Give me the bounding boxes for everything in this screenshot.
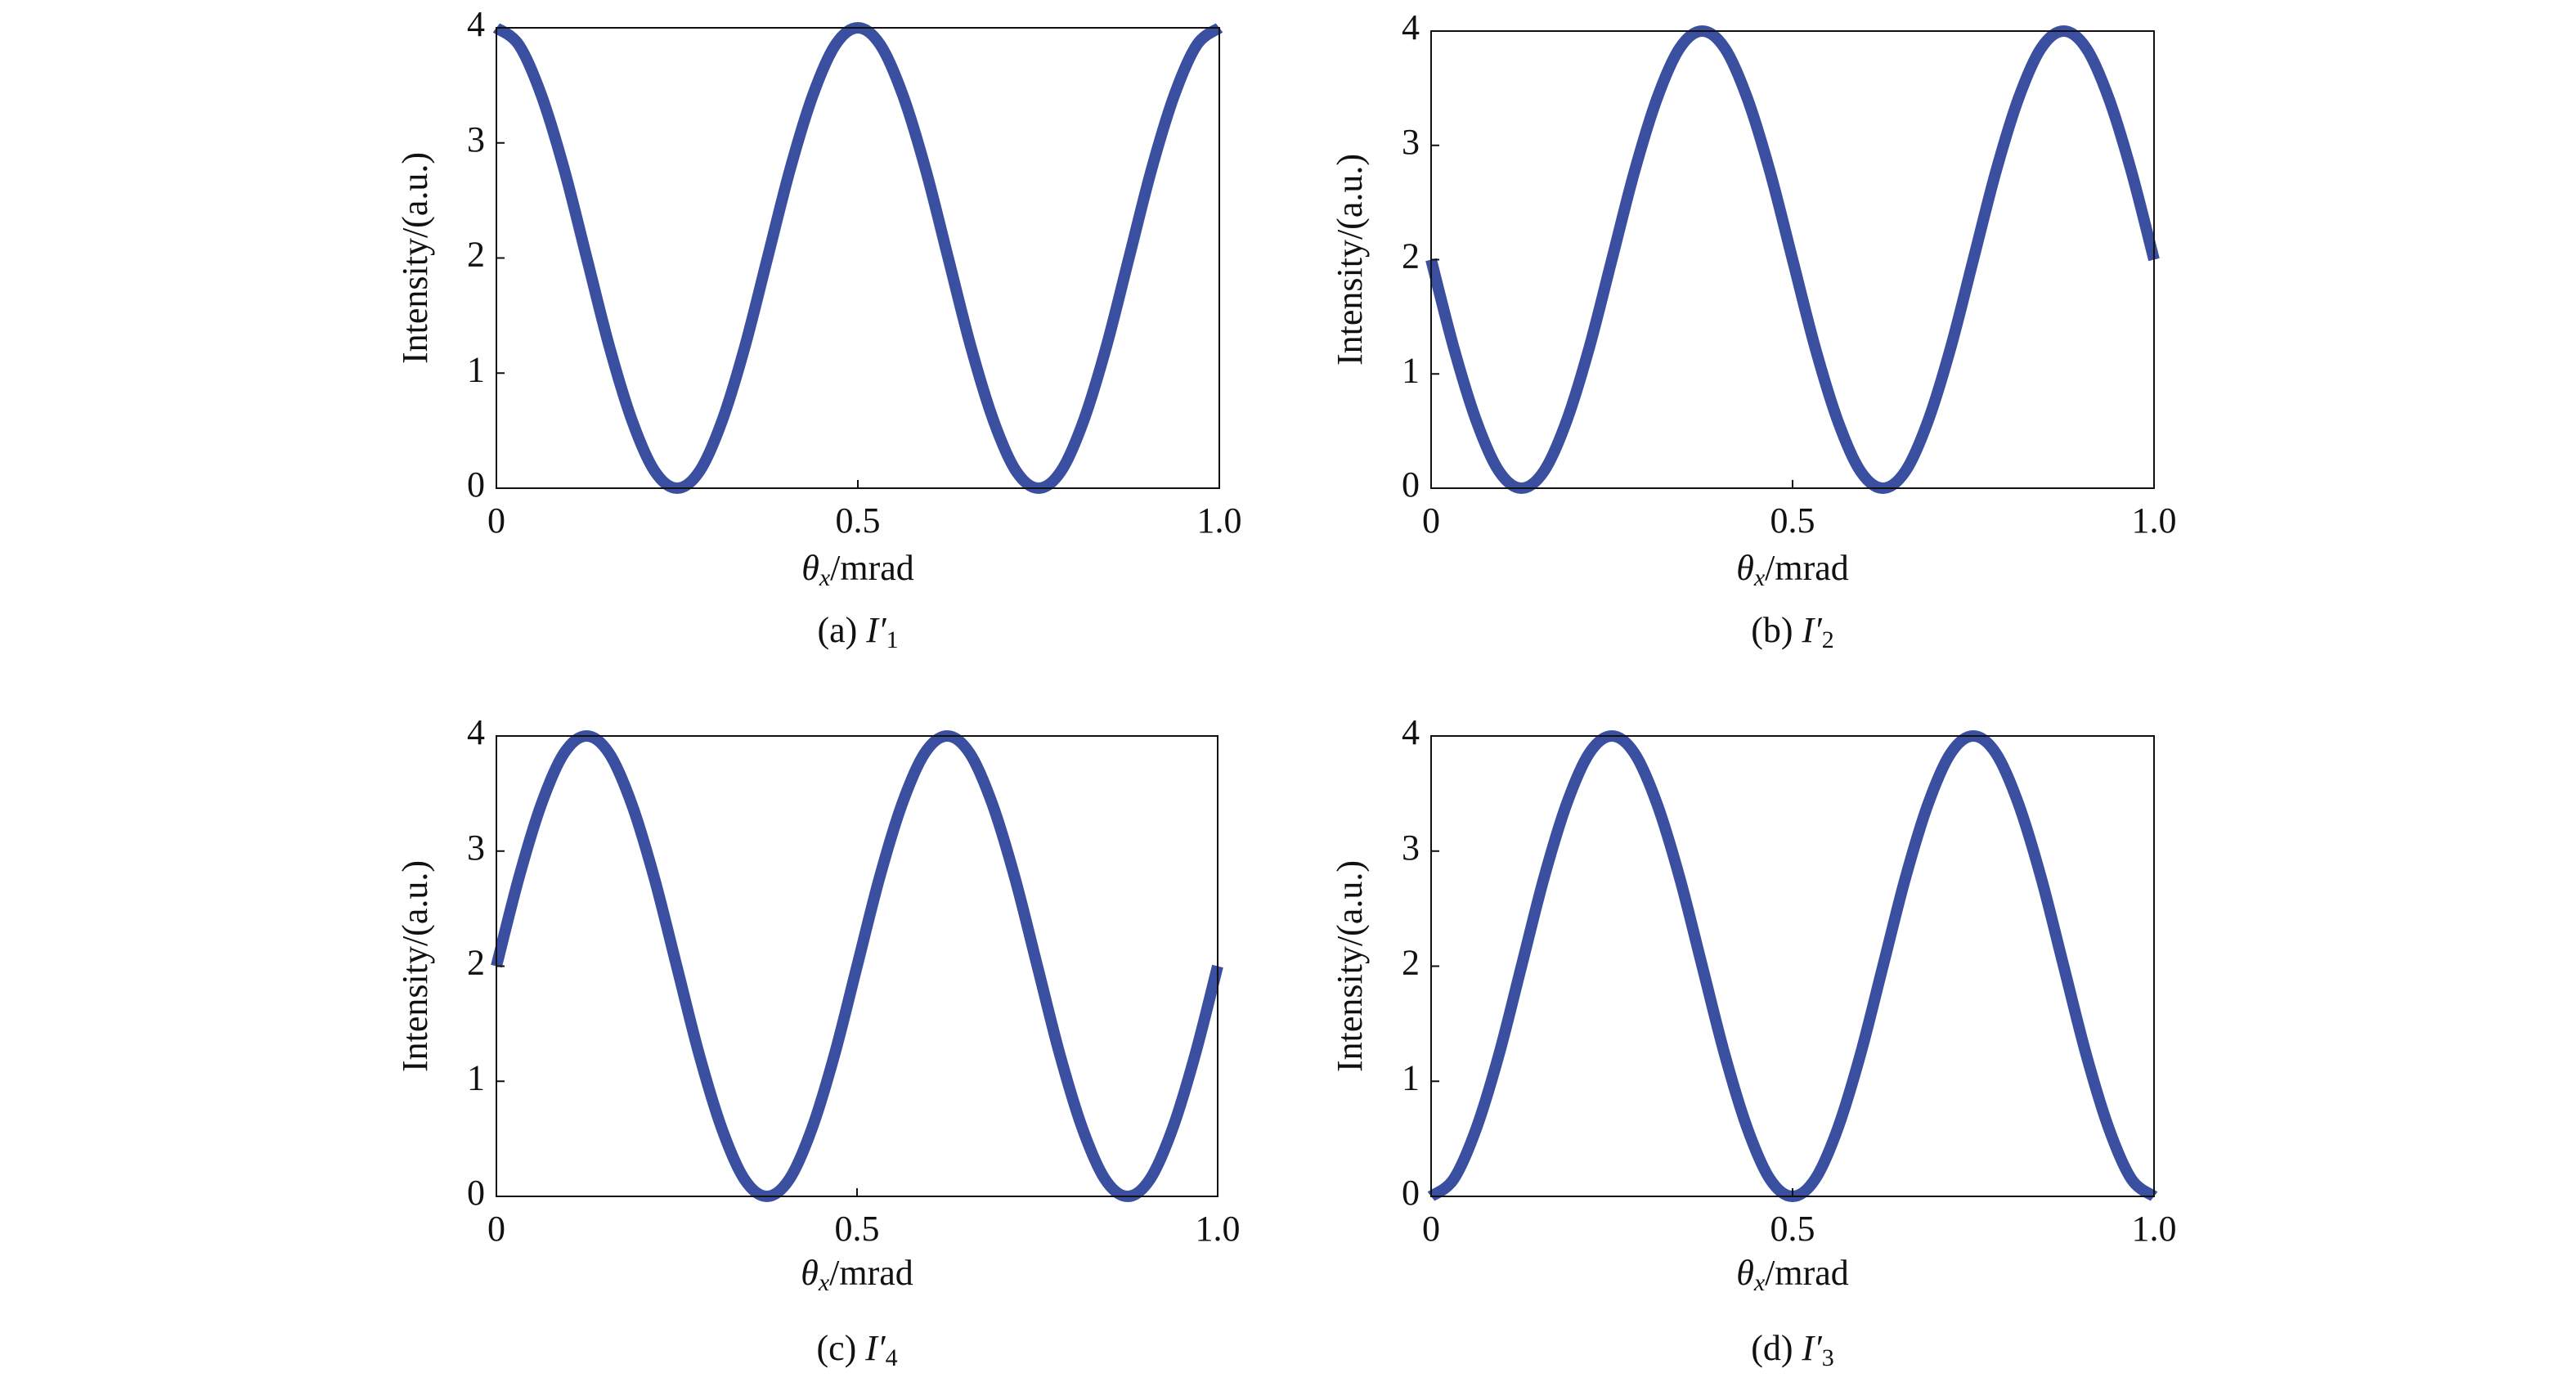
y-tick-label: 3: [1402, 122, 1420, 162]
x-tick-label: 0.5: [1770, 500, 1815, 541]
x-label-symbol: θ: [1736, 548, 1754, 588]
caption-subscript: 2: [1822, 626, 1834, 653]
caption-symbol: I′: [864, 1328, 886, 1368]
x-label-subscript: x: [1753, 1269, 1766, 1296]
y-tick-label: 3: [467, 119, 485, 159]
x-tick-label: 0: [1422, 500, 1440, 541]
panel: 0 1 2 3 4 0 0.5 1.0 Intensity/(a.u.) θx/mrad (a) I…: [395, 4, 1241, 653]
x-tick-label: 0.5: [835, 1209, 880, 1249]
caption-space: [856, 1328, 865, 1368]
plot-frame: [496, 27, 1220, 489]
x-label-symbol: θ: [801, 1253, 819, 1293]
curve: [1427, 730, 2158, 1202]
y-tick-label: 2: [1402, 236, 1420, 276]
y-tick-label: 2: [1402, 943, 1420, 983]
caption-space: [1793, 1328, 1802, 1368]
x-tick-label: 0: [487, 1209, 505, 1249]
x-tick-label: 0.5: [836, 500, 881, 541]
y-tick-label: 1: [467, 349, 485, 389]
y-tick-label: 3: [467, 828, 485, 868]
panel: 0 1 2 3 4 0 0.5 1.0 Intensity/(a.u.) θx/mrad (d) I…: [1330, 712, 2176, 1371]
y-axis-label: Intensity/(a.u.): [395, 860, 435, 1072]
x-label-unit: /mrad: [830, 548, 914, 588]
x-tick-label: 1.0: [2132, 500, 2177, 541]
y-tick-label: 4: [1402, 712, 1420, 752]
x-label-unit: /mrad: [1765, 1253, 1849, 1293]
x-tick-label: 1.0: [2132, 1209, 2177, 1249]
caption-label: (d): [1751, 1328, 1793, 1368]
x-tick-label: 0.5: [1770, 1209, 1815, 1249]
y-tick-label: 1: [1402, 1057, 1420, 1097]
y-tick-label: 1: [467, 1057, 485, 1097]
y-axis-label: Intensity/(a.u.): [395, 152, 435, 364]
caption: (d) I′3: [1751, 1328, 1834, 1371]
x-label-symbol: θ: [801, 548, 819, 588]
caption-subscript: 3: [1822, 1344, 1834, 1371]
caption-symbol: I′: [1802, 610, 1824, 650]
caption: (a) I′1: [817, 610, 898, 653]
x-label-symbol: θ: [1736, 1253, 1754, 1293]
x-tick-label: 0: [1422, 1209, 1440, 1249]
y-tick-label: 0: [467, 464, 485, 505]
y-tick-label: 4: [467, 4, 485, 44]
caption-label: (b): [1751, 610, 1793, 650]
x-label-subscript: x: [1753, 564, 1766, 591]
x-label-unit: /mrad: [1765, 548, 1849, 588]
x-label-subscript: x: [819, 564, 831, 591]
x-tick-label: 1.0: [1196, 1209, 1241, 1249]
panel: 0 1 2 3 4 0 0.5 1.0 Intensity/(a.u.) θx/mrad (b) I…: [1330, 7, 2176, 653]
caption-label: (c): [816, 1328, 856, 1368]
x-axis-label: θx/mrad: [801, 548, 914, 591]
y-tick-label: 2: [467, 943, 485, 983]
x-axis-label: θx/mrad: [801, 1253, 913, 1296]
y-tick-label: 0: [467, 1173, 485, 1213]
x-tick-label: 0: [487, 500, 505, 541]
caption-symbol: I′: [1802, 1328, 1824, 1368]
y-tick-label: 4: [1402, 7, 1420, 47]
y-axis-label: Intensity/(a.u.): [1330, 860, 1370, 1072]
x-label-subscript: x: [818, 1269, 830, 1296]
y-axis-label: Intensity/(a.u.): [1330, 154, 1370, 366]
caption-space: [857, 610, 866, 650]
y-tick-label: 0: [1402, 464, 1420, 505]
y-tick-label: 1: [1402, 350, 1420, 390]
curve: [491, 730, 1223, 1202]
y-tick-label: 0: [1402, 1173, 1420, 1213]
plot-frame: [1430, 735, 2155, 1197]
y-tick-label: 4: [467, 712, 485, 752]
curve: [1425, 25, 2160, 494]
caption-subscript: 4: [886, 1344, 898, 1371]
x-axis-label: θx/mrad: [1736, 1253, 1849, 1296]
caption-subscript: 1: [886, 626, 899, 653]
caption-label: (a): [817, 610, 857, 650]
curve: [492, 22, 1223, 494]
y-tick-label: 3: [1402, 828, 1420, 868]
panel: 0 1 2 3 4 0 0.5 1.0 Intensity/(a.u.) θx/mrad (c) I…: [395, 712, 1240, 1371]
x-label-unit: /mrad: [829, 1253, 913, 1293]
caption-space: [1793, 610, 1802, 650]
x-axis-label: θx/mrad: [1736, 548, 1849, 591]
caption-symbol: I′: [865, 610, 887, 650]
y-tick-label: 2: [467, 235, 485, 275]
caption: (b) I′2: [1751, 610, 1834, 653]
caption: (c) I′4: [816, 1328, 897, 1371]
x-tick-label: 1.0: [1197, 500, 1242, 541]
